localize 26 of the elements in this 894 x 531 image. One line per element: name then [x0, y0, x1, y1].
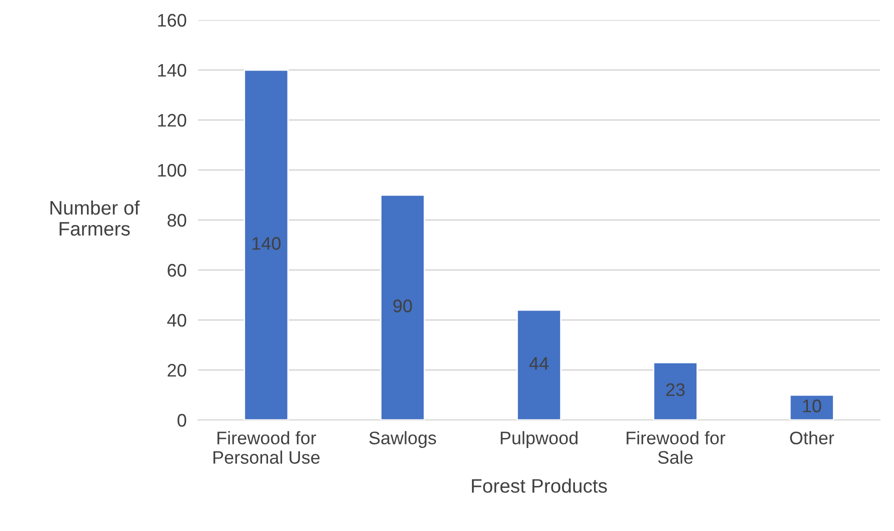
- bar: [244, 69, 289, 420]
- data-label: 140: [252, 237, 281, 250]
- x-tick-label: Firewood for Sale: [626, 431, 726, 464]
- y-tick-label: 120: [158, 114, 186, 127]
- bar: [652, 362, 698, 420]
- y-axis-title: Number of Farmers: [50, 200, 140, 236]
- x-tick-label: Firewood for Personal Use: [213, 431, 320, 464]
- x-tick-label: Other: [790, 431, 834, 444]
- data-label: 44: [529, 357, 549, 370]
- x-axis-title: Forest Products: [472, 478, 607, 493]
- data-label: 10: [803, 400, 822, 412]
- x-tick-label: Sawlogs: [369, 431, 436, 448]
- y-tick-label: 0: [178, 414, 186, 427]
- y-tick-label: 140: [158, 64, 186, 77]
- data-label: 23: [666, 383, 685, 396]
- bar: [516, 309, 562, 420]
- y-tick-label: 80: [168, 214, 186, 227]
- y-tick-label: 40: [167, 314, 186, 327]
- bar: [380, 194, 426, 420]
- data-label: 90: [393, 300, 412, 312]
- y-tick-label: 160: [158, 14, 186, 27]
- y-tick-label: 60: [168, 264, 186, 277]
- y-tick-label: 100: [158, 164, 186, 177]
- x-tick-label: Pulpwood: [500, 431, 578, 448]
- y-tick-label: 20: [168, 364, 186, 377]
- bar: [789, 394, 834, 420]
